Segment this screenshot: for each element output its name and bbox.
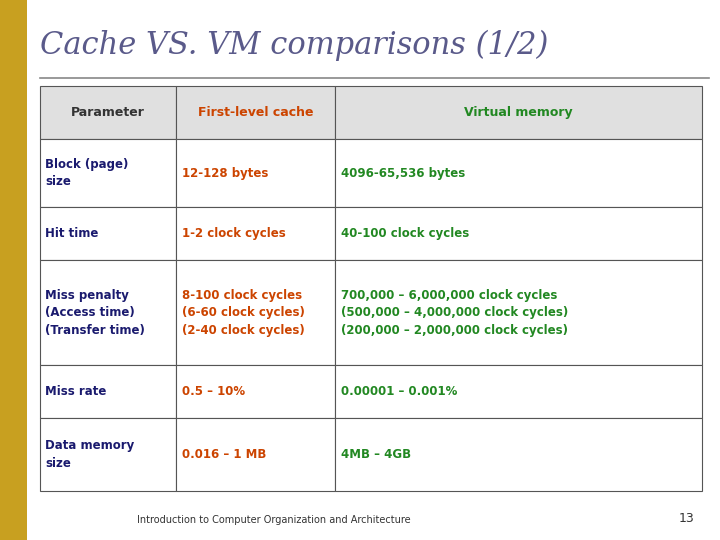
Text: 8-100 clock cycles
(6-60 clock cycles)
(2-40 clock cycles): 8-100 clock cycles (6-60 clock cycles) (… [182,288,305,336]
Bar [40,418,176,491]
Bar [335,418,702,491]
Bar [335,86,702,139]
Text: Hit time: Hit time [45,227,99,240]
Bar [176,207,335,260]
Text: Parameter: Parameter [71,106,145,119]
Text: 40-100 clock cycles: 40-100 clock cycles [341,227,469,240]
Bar [335,139,702,207]
Bar [40,86,176,139]
Text: Virtual memory: Virtual memory [464,106,572,119]
Text: Introduction to Computer Organization and Architecture: Introduction to Computer Organization an… [137,515,410,525]
Bar [176,260,335,365]
Text: 700,000 – 6,000,000 clock cycles
(500,000 – 4,000,000 clock cycles)
(200,000 – 2: 700,000 – 6,000,000 clock cycles (500,00… [341,288,568,336]
Text: 4MB – 4GB: 4MB – 4GB [341,448,410,461]
Bar [335,260,702,365]
Text: Block (page)
size: Block (page) size [45,158,129,188]
Bar [335,365,702,418]
Text: 0.00001 – 0.001%: 0.00001 – 0.001% [341,385,457,398]
Text: First-level cache: First-level cache [198,106,313,119]
Bar [176,139,335,207]
Bar [176,365,335,418]
Bar [40,207,176,260]
Bar [40,260,176,365]
Text: 0.5 – 10%: 0.5 – 10% [182,385,246,398]
Text: Miss rate: Miss rate [45,385,107,398]
Text: Data memory
size: Data memory size [45,440,135,470]
Bar [335,207,702,260]
Bar [176,86,335,139]
Text: Miss penalty
(Access time)
(Transfer time): Miss penalty (Access time) (Transfer tim… [45,288,145,336]
Text: 0.016 – 1 MB: 0.016 – 1 MB [182,448,266,461]
Text: Cache VS. VM comparisons (1/2): Cache VS. VM comparisons (1/2) [40,30,548,61]
Text: 1-2 clock cycles: 1-2 clock cycles [182,227,286,240]
Bar [176,418,335,491]
Bar [40,139,176,207]
Bar [0,0,27,540]
Text: 12-128 bytes: 12-128 bytes [182,167,269,180]
Text: 4096-65,536 bytes: 4096-65,536 bytes [341,167,465,180]
Bar [40,365,176,418]
Text: 13: 13 [679,512,695,525]
